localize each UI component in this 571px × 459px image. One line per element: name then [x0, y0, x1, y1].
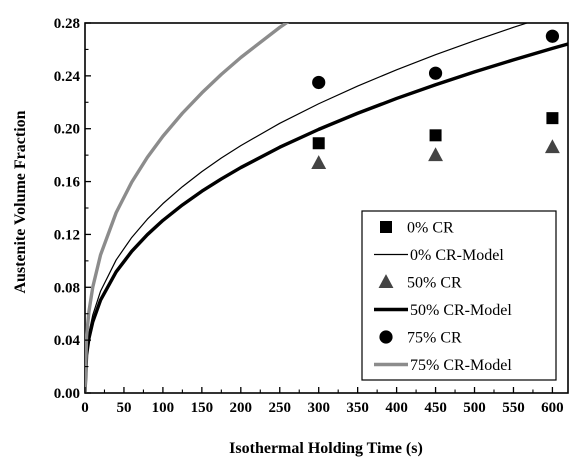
curve-50-cr-model [85, 42, 568, 393]
y-tick-label: 0.20 [54, 122, 80, 138]
point-75-cr-300 [312, 75, 326, 90]
x-tick-label: 500 [463, 400, 486, 416]
curve-0-cr-model [85, 23, 529, 393]
legend-label-75-cr: 75% CR [407, 330, 462, 347]
legend-swatch-50-cr [378, 274, 394, 288]
legend-swatch-0-cr [380, 221, 392, 233]
x-tick-label: 450 [424, 400, 447, 416]
x-axis: 0 50 100 150 200 250 300 350 400 450 500 550 600 [81, 387, 564, 416]
x-tick-label: 600 [541, 400, 564, 416]
y-tick-label: 0.04 [54, 333, 81, 349]
x-tick-label: 150 [191, 400, 214, 416]
x-tick-label: 300 [307, 400, 330, 416]
model-curves [85, 23, 568, 393]
point-0-cr-600 [546, 112, 559, 125]
point-75-cr-600 [545, 29, 560, 43]
legend-label-0-cr-model: 0% CR-Model [410, 247, 504, 264]
y-axis: 0.00 0.04 0.08 0.12 0.16 0.20 0.24 0.28 [54, 16, 91, 402]
y-tick-label: 0.28 [54, 16, 80, 32]
legend-box [361, 210, 557, 381]
x-tick-label: 100 [152, 400, 175, 416]
legend-label-75-cr-model: 75% CR-Model [410, 357, 512, 374]
point-75-cr-450 [428, 66, 443, 80]
x-tick-label: 400 [385, 400, 408, 416]
x-tick-label: 0 [81, 400, 89, 416]
y-tick-label: 0.08 [54, 280, 80, 296]
x-tick-label: 350 [346, 400, 369, 416]
point-0-cr-300 [312, 137, 325, 150]
curve-75-cr-model [85, 23, 290, 393]
y-axis-title: Austenite Volume Fraction [12, 110, 29, 293]
x-tick-label: 200 [230, 400, 253, 416]
y-tick-label: 0.24 [54, 69, 81, 85]
legend: 0% CR 0% CR-Model 50% CR 50% CR-Model 75% CR… [361, 210, 557, 381]
y-tick-label: 0.00 [54, 386, 80, 402]
x-axis-title: Isothermal Holding Time (s) [229, 440, 423, 457]
x-tick-label: 250 [269, 400, 292, 416]
point-50-cr-600 [544, 139, 560, 154]
y-tick-label: 0.12 [54, 227, 80, 243]
x-tick-label: 550 [502, 400, 525, 416]
legend-swatch-75-cr [379, 330, 393, 344]
legend-label-50-cr-model: 50% CR-Model [410, 302, 512, 319]
legend-label-0-cr: 0% CR [407, 220, 454, 237]
point-50-cr-450 [428, 147, 444, 162]
data-markers [311, 29, 560, 170]
point-0-cr-450 [429, 129, 442, 142]
legend-label-50-cr: 50% CR [407, 275, 462, 292]
x-tick-label: 50 [116, 400, 131, 416]
y-tick-label: 0.16 [54, 175, 81, 191]
point-50-cr-300 [311, 155, 327, 170]
